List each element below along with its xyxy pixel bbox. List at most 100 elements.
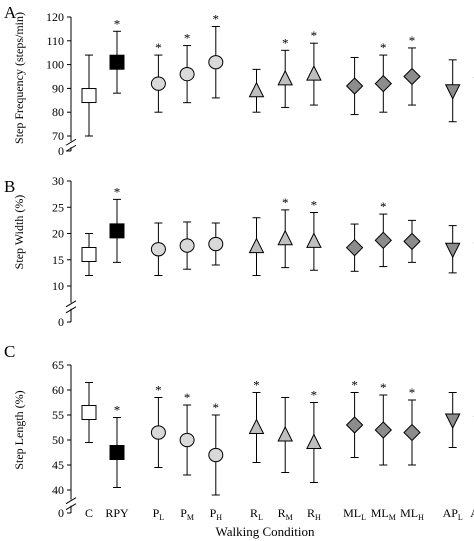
x-tick-label: PM xyxy=(180,506,194,522)
y-tick-label: 120 xyxy=(46,10,64,24)
marker-triangle-down xyxy=(444,413,461,430)
marker-triangle xyxy=(277,69,294,86)
data-point: * xyxy=(374,199,393,268)
data-point xyxy=(444,225,461,274)
data-point: * xyxy=(109,184,125,263)
marker-triangle xyxy=(277,229,294,246)
y-tick-label: 110 xyxy=(46,34,64,48)
x-tick-label: MLH xyxy=(400,506,424,522)
marker-triangle-down xyxy=(444,242,461,259)
marker-square xyxy=(109,54,125,70)
x-tick-label: RL xyxy=(250,506,263,522)
marker-diamond xyxy=(345,238,364,257)
marker-circle xyxy=(150,76,166,91)
marker-triangle xyxy=(248,237,265,254)
y-tick-label: 0 xyxy=(58,315,64,329)
marker-triangle xyxy=(306,232,322,248)
x-tick-label: RPY xyxy=(105,506,129,520)
marker-diamond xyxy=(374,421,393,439)
significance-asterisk: * xyxy=(184,390,191,405)
significance-asterisk: * xyxy=(114,16,121,31)
marker-square xyxy=(81,247,97,262)
data-point xyxy=(345,223,364,272)
marker-circle xyxy=(179,66,195,82)
axis-break-mark xyxy=(65,144,77,152)
data-point: * xyxy=(109,403,125,488)
marker-circle xyxy=(208,236,224,252)
data-point: * xyxy=(208,12,224,99)
significance-asterisk: * xyxy=(114,403,121,418)
data-point: * xyxy=(248,378,265,463)
data-point: * xyxy=(179,390,195,476)
significance-asterisk: * xyxy=(380,380,387,395)
significance-asterisk: * xyxy=(213,400,220,415)
data-point: * xyxy=(403,385,421,466)
marker-triangle xyxy=(306,65,322,81)
data-point xyxy=(179,221,195,270)
x-tick-label: APM xyxy=(470,506,474,522)
marker-circle xyxy=(179,432,195,448)
marker-square xyxy=(109,445,125,460)
marker-diamond xyxy=(374,231,393,250)
y-tick-label: 30 xyxy=(52,174,64,188)
marker-diamond xyxy=(374,74,393,93)
marker-square xyxy=(81,405,97,420)
y-axis-title: Step Width (%) xyxy=(12,195,26,270)
data-point xyxy=(81,382,97,443)
y-tick-label: 80 xyxy=(52,105,64,119)
data-point: * xyxy=(277,35,294,108)
x-tick-label: PL xyxy=(153,506,165,522)
marker-circle xyxy=(179,238,195,253)
significance-asterisk: * xyxy=(282,195,289,210)
data-point: * xyxy=(306,388,322,483)
data-point: * xyxy=(345,378,364,458)
data-point xyxy=(248,217,265,276)
data-point: * xyxy=(277,195,294,269)
marker-diamond xyxy=(345,416,364,434)
marker-square xyxy=(81,88,97,104)
y-tick-label: 20 xyxy=(52,227,64,241)
x-tick-label: MLL xyxy=(343,506,366,522)
data-point xyxy=(248,68,265,113)
y-tick-label: 25 xyxy=(52,200,64,214)
y-axis-title: Step Frequency (steps/min) xyxy=(12,12,26,144)
y-tick-label: 70 xyxy=(52,129,64,143)
panel-letter: C xyxy=(4,342,15,361)
significance-asterisk: * xyxy=(311,388,318,403)
axis-break-mark xyxy=(65,300,77,308)
axis-break-mark xyxy=(65,503,77,511)
x-tick-label: C xyxy=(85,506,93,520)
marker-triangle-down xyxy=(444,84,461,100)
data-point: * xyxy=(150,383,166,468)
marker-triangle xyxy=(248,81,265,98)
y-axis-title: Step Length (%) xyxy=(12,390,26,469)
x-axis: CRPYPLPMPHRLRMRHMLLMLMMLHAPLAPMAPH xyxy=(85,506,474,522)
y-tick-label: 45 xyxy=(52,458,64,472)
axis-break-mark xyxy=(65,138,77,146)
y-tick-label: 0 xyxy=(58,144,64,158)
marker-triangle xyxy=(306,433,322,449)
marker-diamond xyxy=(403,423,421,442)
data-point: * xyxy=(374,380,393,466)
y-tick-label: 65 xyxy=(52,358,64,372)
data-point: * xyxy=(403,33,421,106)
significance-asterisk: * xyxy=(184,31,191,46)
y-tick-label: 55 xyxy=(52,408,64,422)
y-tick-label: 0 xyxy=(58,506,64,520)
significance-asterisk: * xyxy=(409,385,416,400)
y-tick-label: 10 xyxy=(52,279,64,293)
data-point: * xyxy=(306,198,322,271)
y-tick-label: 40 xyxy=(52,483,64,497)
y-tick-label: 15 xyxy=(52,253,64,267)
x-axis-title: Walking Condition xyxy=(216,524,315,539)
x-tick-label: RM xyxy=(278,506,293,522)
panel-letter: B xyxy=(4,177,15,196)
axis-break-mark xyxy=(65,497,77,505)
data-point xyxy=(81,233,97,276)
marker-circle xyxy=(150,425,166,440)
data-point xyxy=(444,59,461,123)
data-point: * xyxy=(306,28,322,106)
